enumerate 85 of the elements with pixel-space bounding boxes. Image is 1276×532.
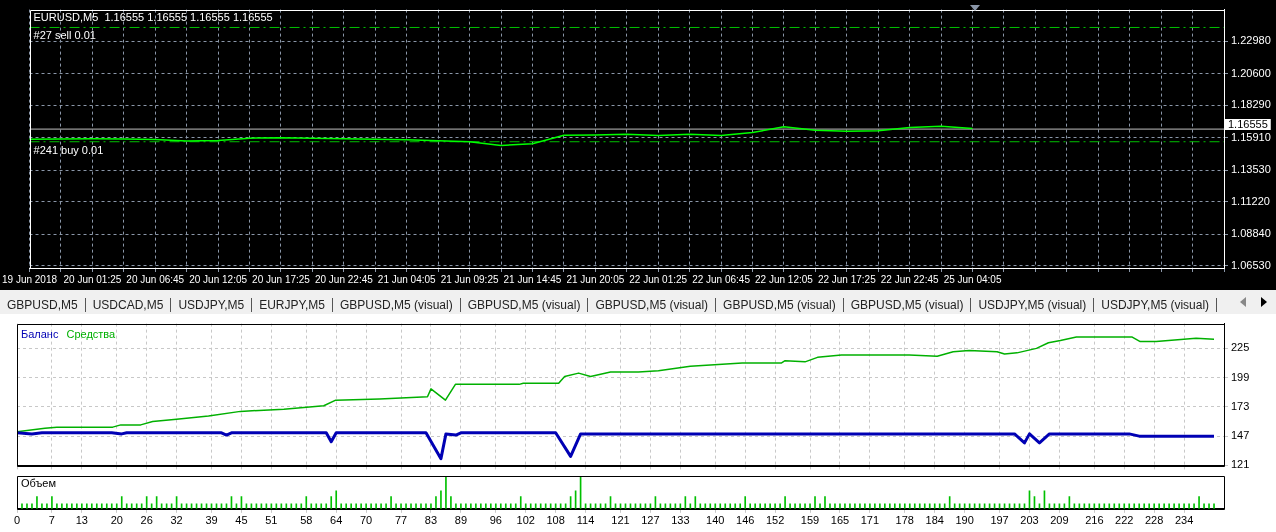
x-tick-label: 0 [13, 514, 21, 527]
x-tick-label: 165 [830, 514, 850, 527]
y-tick-label: 1.06530 [1231, 258, 1271, 271]
text: GBPUSD,M5 (visual) [716, 298, 844, 312]
x-tick-label: 22 Jun 06:45 [692, 273, 751, 285]
x-tick-label: 108 [546, 514, 565, 527]
x-tick-label: 216 [1085, 514, 1104, 527]
x-tick-label: 222 [1115, 514, 1134, 527]
x-tick-label: 184 [925, 514, 944, 527]
x-tick-label: 127 [641, 514, 660, 527]
ref-line-label: #241 buy 0.01 [33, 143, 104, 156]
text: USDJPY,M5 (visual) [1094, 298, 1218, 312]
text: USDJPY,M5 (visual) [971, 298, 1095, 312]
y-tick-label: 121 [1231, 458, 1250, 471]
chart-title: Объем [21, 477, 57, 489]
x-tick-label: 171 [860, 514, 880, 527]
x-tick-label: 20 Jun 22:45 [314, 273, 374, 285]
text: GBPUSD,M5 (visual) [333, 298, 461, 312]
ref-line-label: #27 sell 0.01 [33, 29, 96, 42]
text: GBPUSD,M5 (visual) [843, 298, 972, 312]
y-tick-label: 173 [1231, 399, 1250, 412]
y-tick-label: 1.22980 [1231, 34, 1271, 47]
x-tick-label: 140 [706, 514, 725, 527]
x-tick-label: 22 Jun 01:25 [629, 273, 688, 285]
x-tick-label: 70 [360, 514, 373, 527]
y-tick-label: 1.13530 [1231, 163, 1271, 176]
text: GBPUSD,M5 (visual) [460, 298, 589, 312]
y-tick-label: 1.08840 [1231, 227, 1271, 240]
x-tick-label: 89 [454, 514, 468, 527]
x-tick-label: 51 [265, 514, 278, 527]
x-tick-label: 152 [765, 514, 785, 527]
x-tick-label: 159 [800, 514, 820, 527]
x-tick-label: 21 Jun 20:05 [566, 273, 625, 285]
x-tick-label: 197 [990, 514, 1009, 527]
x-tick-label: 25 Jun 04:05 [943, 273, 1002, 285]
y-tick-label: 1.11220 [1231, 194, 1270, 207]
x-tick-label: 20 Jun 12:05 [189, 273, 248, 285]
x-tick-label: 203 [1020, 514, 1039, 527]
x-tick-label: 83 [424, 514, 438, 527]
x-tick-label: 20 [110, 514, 123, 527]
x-tick-label: 7 [48, 514, 55, 527]
x-tick-label: 32 [170, 514, 183, 527]
x-tick-label: 20 Jun 17:25 [252, 273, 311, 285]
text: EURJPY,M5 [252, 298, 333, 312]
x-tick-label: 209 [1050, 514, 1069, 527]
x-tick-label: 102 [516, 514, 535, 527]
x-tick-label: 178 [895, 514, 914, 527]
x-tick-label: 20 Jun 01:25 [63, 273, 122, 285]
y-tick-label: 1.18290 [1231, 98, 1271, 111]
text: GBPUSD,M5 [0, 298, 86, 312]
x-tick-label: 77 [394, 514, 408, 527]
x-tick-label: 234 [1174, 514, 1194, 527]
y-tick-label: 1.20600 [1231, 66, 1271, 79]
chart-title: EURUSD,M5 1.16555 1.16555 1.16555 1.16555 [33, 10, 273, 23]
x-tick-label: 20 Jun 06:45 [126, 273, 185, 285]
x-tick-label: 146 [736, 514, 755, 527]
x-tick-label: 22 Jun 17:25 [817, 273, 877, 285]
x-tick-label: 121 [611, 514, 630, 527]
text: GBPUSD,M5 (visual) [588, 298, 717, 312]
x-tick-label: 114 [576, 514, 595, 527]
x-tick-label: 133 [671, 514, 690, 527]
x-tick-label: 26 [140, 514, 153, 527]
text: USDCAD,M5 [85, 298, 172, 312]
ref-line-label: 1.16555 [1228, 118, 1268, 131]
x-tick-label: 22 Jun 12:05 [755, 273, 814, 285]
y-tick-label: 199 [1231, 370, 1250, 383]
text: USDJPY,M5 [171, 298, 253, 312]
text: Баланс [21, 327, 59, 340]
x-tick-label: 19 Jun 2018 [1, 273, 58, 285]
x-tick-label: 21 Jun 04:05 [377, 273, 437, 285]
x-tick-label: 45 [235, 514, 248, 527]
text: Средства [66, 327, 117, 340]
x-tick-label: 13 [75, 514, 88, 527]
x-tick-label: 22 Jun 22:45 [880, 273, 940, 285]
x-tick-label: 228 [1144, 514, 1164, 527]
x-tick-label: 64 [330, 514, 343, 527]
x-tick-label: 21 Jun 09:25 [440, 273, 499, 285]
x-tick-label: 21 Jun 14:45 [503, 273, 562, 285]
y-tick-label: 1.15910 [1231, 130, 1271, 143]
y-tick-label: 225 [1231, 341, 1250, 354]
x-tick-label: 190 [955, 514, 974, 527]
y-tick-label: 147 [1231, 429, 1250, 442]
x-tick-label: 39 [205, 514, 218, 527]
x-tick-label: 96 [489, 514, 502, 527]
x-tick-label: 58 [300, 514, 313, 527]
